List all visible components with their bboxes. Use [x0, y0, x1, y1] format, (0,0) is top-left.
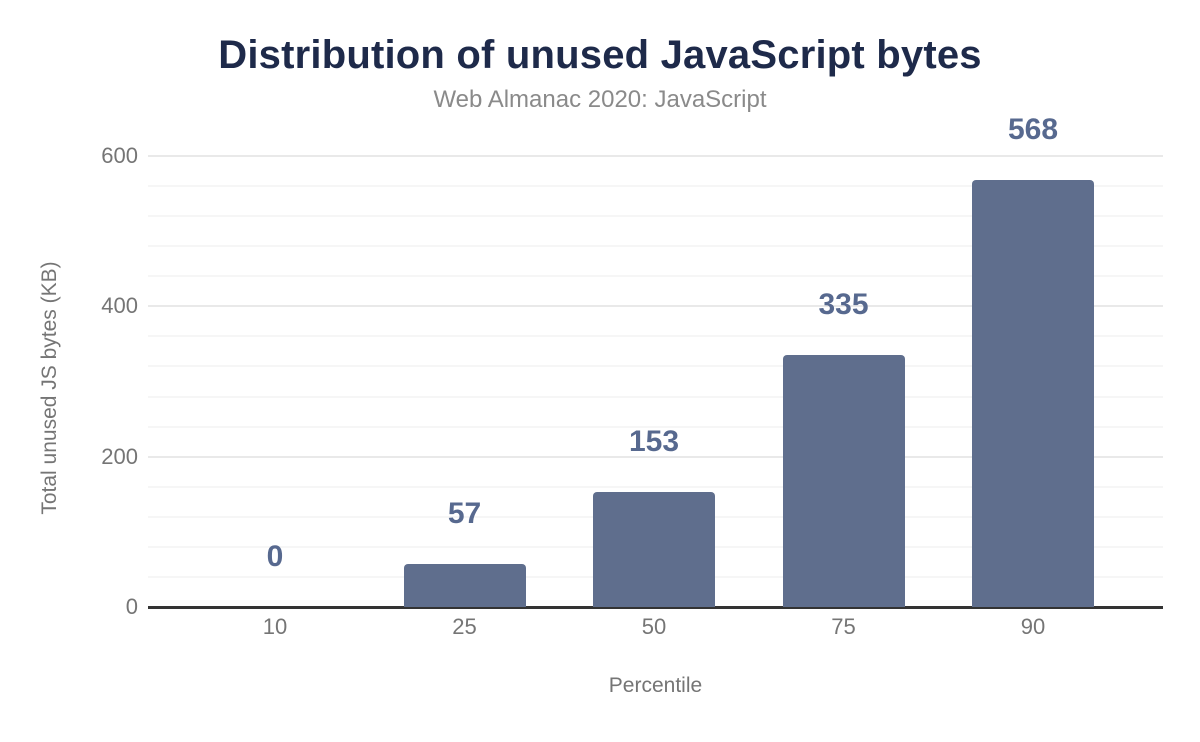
bar [593, 491, 715, 607]
major-gridline [148, 455, 1163, 458]
bar-value-label: 153 [628, 424, 680, 458]
chart-title: Distribution of unused JavaScript bytes [218, 33, 982, 77]
minor-gridline [148, 395, 1163, 398]
bar [782, 355, 905, 607]
bar-value-label: 568 [1007, 113, 1059, 147]
minor-gridline [148, 245, 1163, 248]
x-tick-label: 10 [262, 614, 288, 639]
bar [403, 564, 526, 607]
x-tick-label: 75 [831, 614, 856, 639]
x-tick-label: 25 [452, 614, 477, 639]
bar-value-label: 335 [818, 288, 869, 322]
minor-gridline [148, 335, 1163, 338]
bar [972, 180, 1094, 607]
minor-gridline [148, 215, 1163, 218]
y-tick-label: 400 [101, 293, 138, 319]
x-tick-label: 50 [641, 614, 667, 639]
minor-gridline [148, 185, 1163, 188]
x-tick-label: 90 [1020, 614, 1046, 639]
y-tick-label: 600 [101, 143, 138, 168]
minor-gridline [148, 485, 1163, 488]
y-tick-label: 200 [101, 443, 138, 469]
major-gridline [148, 155, 1163, 157]
major-gridline [148, 305, 1163, 308]
x-axis-title: Percentile [608, 674, 703, 697]
bar-value-label: 0 [266, 540, 284, 573]
bar-value-label: 57 [447, 497, 482, 531]
chart-subtitle: Web Almanac 2020: JavaScript [433, 86, 767, 113]
x-axis-line [148, 606, 1163, 609]
minor-gridline [148, 425, 1163, 428]
minor-gridline [148, 365, 1163, 368]
minor-gridline [148, 275, 1163, 278]
y-tick-label: 0 [125, 594, 138, 619]
